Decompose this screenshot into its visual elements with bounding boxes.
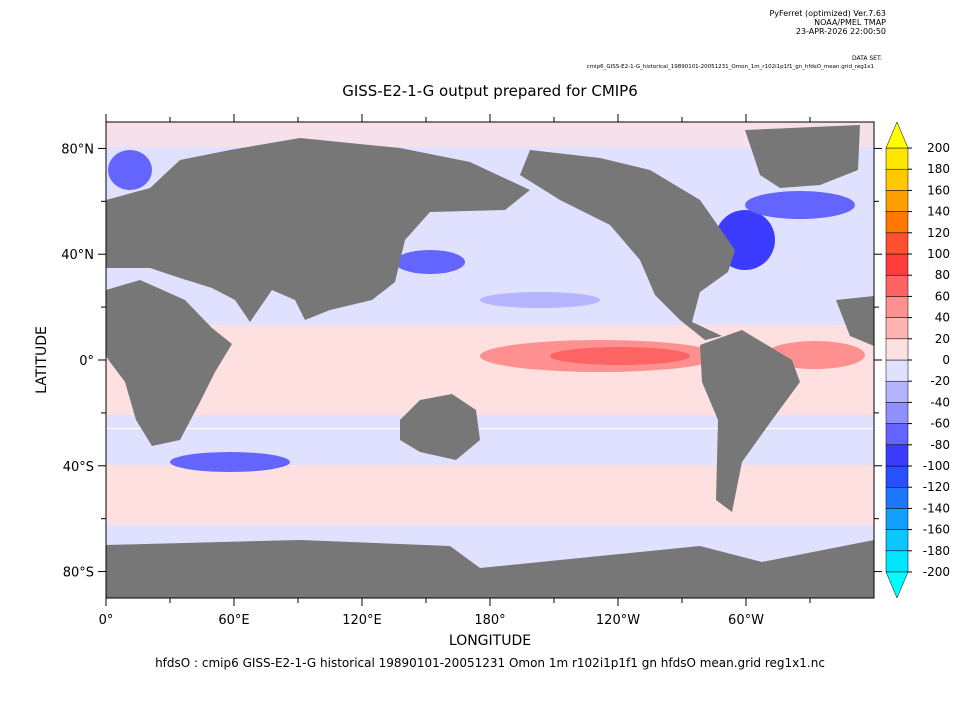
y-tick-label: 40°S	[63, 460, 94, 475]
field-patch	[550, 347, 690, 365]
field-patch	[170, 452, 290, 472]
x-tick-label: 60°E	[218, 613, 249, 628]
x-axis-label: LONGITUDE	[449, 633, 531, 649]
colorbar-label: 40	[935, 311, 950, 325]
map-field	[106, 122, 874, 598]
colorbar-band	[885, 550, 909, 573]
colorbar-band	[885, 211, 909, 234]
colorbar-label: 180	[927, 162, 950, 176]
footer: hfdsO : cmip6 GISS-E2-1-G historical 198…	[155, 656, 825, 670]
org: NOAA/PMEL TMAP	[814, 18, 886, 27]
colorbar-label: 20	[935, 332, 950, 346]
colorbar-label: 120	[927, 226, 950, 240]
colorbar-band	[885, 147, 909, 170]
y-tick-label: 40°N	[61, 248, 94, 263]
colorbar-label: 60	[935, 289, 950, 303]
colorbar-band	[885, 465, 909, 488]
colorbar-label: -40	[930, 395, 950, 409]
colorbar-band	[885, 444, 909, 467]
field-patch	[480, 292, 600, 308]
x-tick-label: 60°W	[728, 613, 764, 628]
colorbar-label: -100	[923, 459, 950, 473]
colorbar-label: 200	[927, 141, 950, 155]
field-patch	[395, 250, 465, 274]
colorbar-band	[885, 402, 909, 424]
colorbar-band	[885, 338, 909, 361]
colorbar-band	[885, 486, 909, 509]
y-tick-label: 0°	[79, 354, 94, 369]
x-tick-label: 120°W	[596, 613, 640, 628]
x-tick-label: 0°	[99, 613, 114, 628]
colorbar-band	[885, 296, 909, 318]
y-tick-label: 80°S	[63, 566, 94, 581]
west-africa	[836, 296, 874, 346]
field-seam	[106, 428, 874, 429]
colorbar-band	[885, 168, 909, 191]
colorbar-band	[885, 274, 909, 297]
colorbar-label: -180	[923, 544, 950, 558]
colorbar-over	[885, 121, 909, 149]
colorbar-band	[885, 317, 909, 340]
antarctica	[106, 540, 874, 598]
colorbar-band	[885, 232, 909, 255]
colorbar-label: -60	[930, 417, 950, 431]
x-tick-label: 120°E	[342, 613, 382, 628]
colorbar-label: 140	[927, 205, 950, 219]
x-tick-label: 180°	[474, 613, 505, 628]
colorbar: -200-180-160-140-120-100-80-60-40-200204…	[885, 121, 950, 599]
colorbar-label: -80	[930, 438, 950, 452]
software: PyFerret (optimized) Ver.7.63	[769, 9, 886, 18]
colorbar-label: 0	[942, 353, 950, 367]
dataset: cmip6_GISS-E2-1-G_historical_19890101-20…	[587, 64, 874, 70]
colorbar-band	[885, 508, 909, 530]
colorbar-band	[885, 190, 909, 212]
timestamp: 23-APR-2026 22:00:50	[796, 27, 886, 36]
colorbar-label: -140	[923, 501, 950, 515]
field-patch	[108, 150, 152, 190]
y-tick-label: 80°N	[61, 142, 94, 157]
colorbar-label: -200	[923, 565, 950, 579]
colorbar-band	[885, 423, 909, 446]
field-patch	[106, 122, 874, 147]
y-axis-label: LATITUDE	[34, 326, 50, 394]
field-patch	[745, 191, 855, 219]
australia	[400, 394, 480, 460]
axes: 0° 60°E 120°E 180° 120°W 60°W 80°N 40°N 0° 40°S 80…	[61, 114, 882, 628]
south-america	[700, 330, 800, 512]
colorbar-label: 160	[927, 183, 950, 197]
colorbar-label: -120	[923, 480, 950, 494]
colorbar-label: 80	[935, 268, 950, 282]
greenland	[745, 125, 860, 188]
colorbar-label: 100	[927, 247, 950, 261]
dataset-label: DATA SET:	[852, 55, 882, 62]
land	[106, 125, 874, 598]
field-patch	[106, 465, 874, 525]
colorbar-band	[885, 380, 909, 403]
north-america	[520, 150, 735, 340]
africa	[106, 280, 232, 446]
colorbar-band	[885, 253, 909, 276]
eurasia	[106, 138, 530, 322]
map-title: GISS-E2-1-G output prepared for CMIP6	[342, 82, 638, 100]
colorbar-label: -160	[923, 523, 950, 537]
colorbar-label: -20	[930, 374, 950, 388]
colorbar-under	[885, 571, 909, 599]
colorbar-band	[885, 529, 909, 552]
colorbar-band	[885, 359, 909, 382]
